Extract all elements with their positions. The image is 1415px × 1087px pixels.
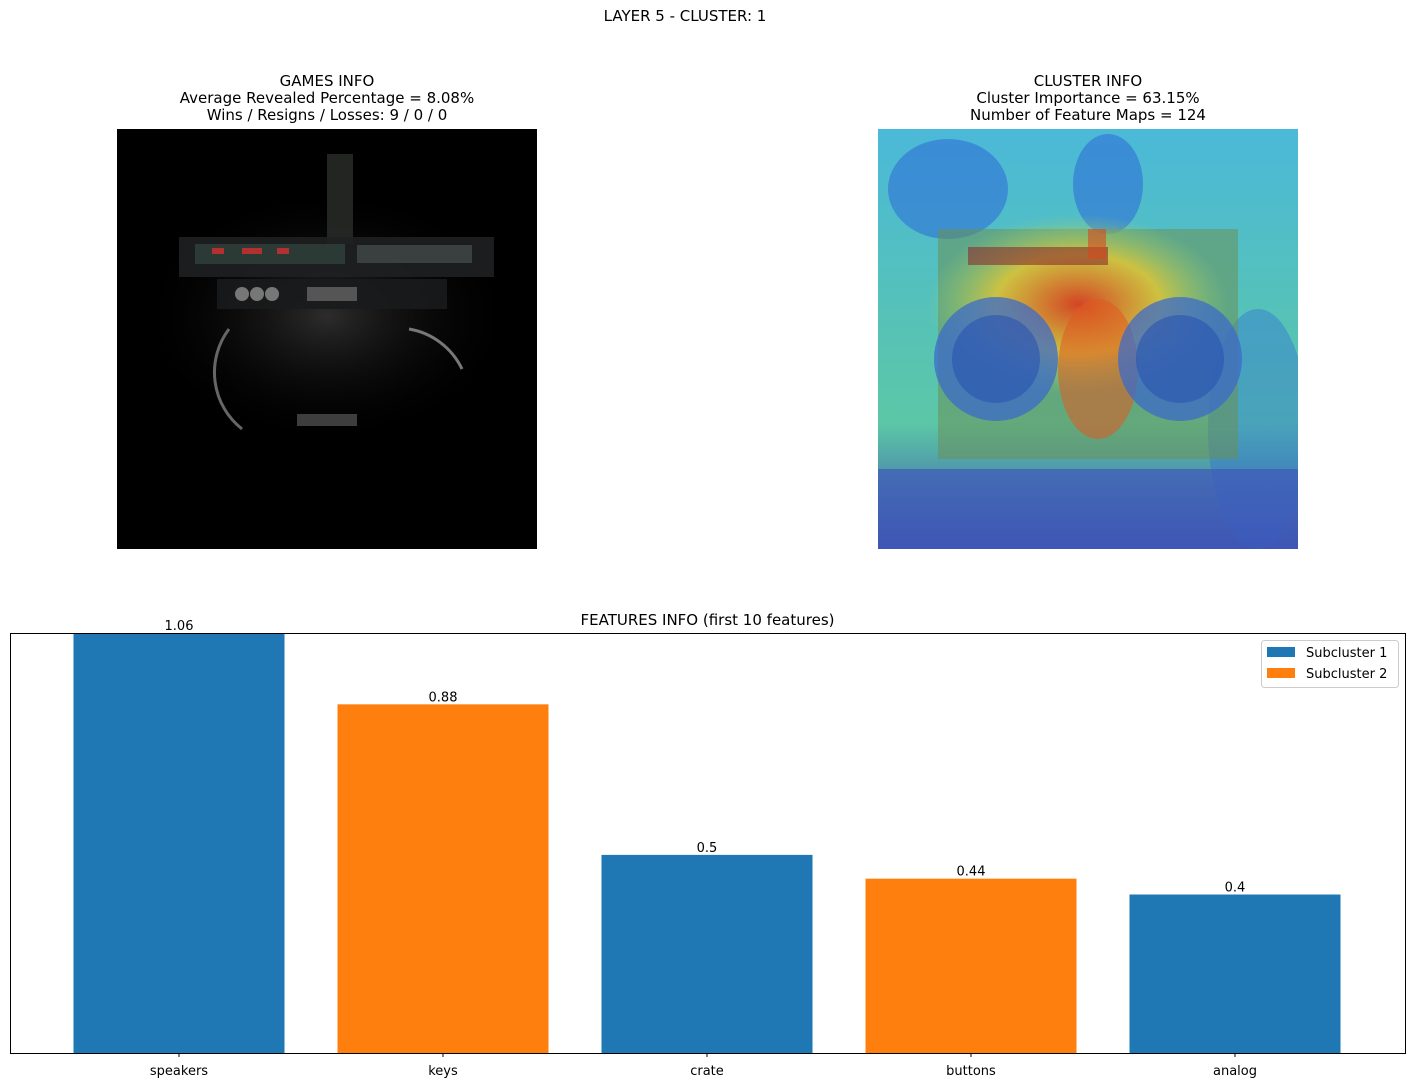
games-info-title-block: GAMES INFO Average Revealed Percentage =…: [117, 73, 537, 124]
legend-label-subcluster-2: Subcluster 2: [1306, 667, 1387, 682]
legend-box: [1261, 640, 1399, 688]
legend-label-subcluster-1: Subcluster 1: [1306, 646, 1387, 661]
cluster-info-title-block: CLUSTER INFO Cluster Importance = 63.15%…: [878, 73, 1298, 124]
legend: Subcluster 1 Subcluster 2: [1261, 640, 1399, 688]
x-tick-label-crate: crate: [690, 1064, 724, 1079]
chart-title: FEATURES INFO (first 10 features): [580, 611, 835, 629]
games-info-title: GAMES INFO: [279, 72, 375, 90]
legend-swatch-subcluster-1: [1267, 647, 1295, 657]
value-label-speakers: 1.06: [165, 619, 194, 634]
bar-speakers: [73, 633, 285, 1053]
axes-frame: [10, 633, 1406, 1054]
bar-analog: [1129, 894, 1341, 1053]
x-tick-label-buttons: buttons: [946, 1064, 996, 1079]
x-tick-label-keys: keys: [428, 1064, 458, 1079]
value-label-buttons: 0.44: [957, 865, 986, 880]
x-tick-label-speakers: speakers: [150, 1064, 208, 1079]
cluster-heatmap-image: [878, 129, 1298, 549]
wins-resigns-losses: Wins / Resigns / Losses: 9 / 0 / 0: [206, 106, 448, 124]
value-label-crate: 0.5: [697, 841, 718, 856]
legend-swatch-subcluster-2: [1267, 668, 1295, 678]
x-tick-label-analog: analog: [1213, 1064, 1257, 1079]
cluster-info-title: CLUSTER INFO: [1033, 72, 1143, 90]
cluster-importance: Cluster Importance = 63.15%: [976, 89, 1200, 107]
figure-title: LAYER 5 - CLUSTER: 1: [603, 7, 767, 25]
bar-buttons: [865, 878, 1077, 1053]
revealed-boombox-image: [117, 129, 537, 549]
value-label-analog: 0.4: [1225, 881, 1246, 896]
average-revealed-percentage: Average Revealed Percentage = 8.08%: [179, 89, 475, 107]
bar-crate: [601, 854, 813, 1053]
number-of-feature-maps: Number of Feature Maps = 124: [970, 106, 1206, 124]
bar-keys: [337, 704, 549, 1053]
value-label-keys: 0.88: [429, 690, 458, 705]
